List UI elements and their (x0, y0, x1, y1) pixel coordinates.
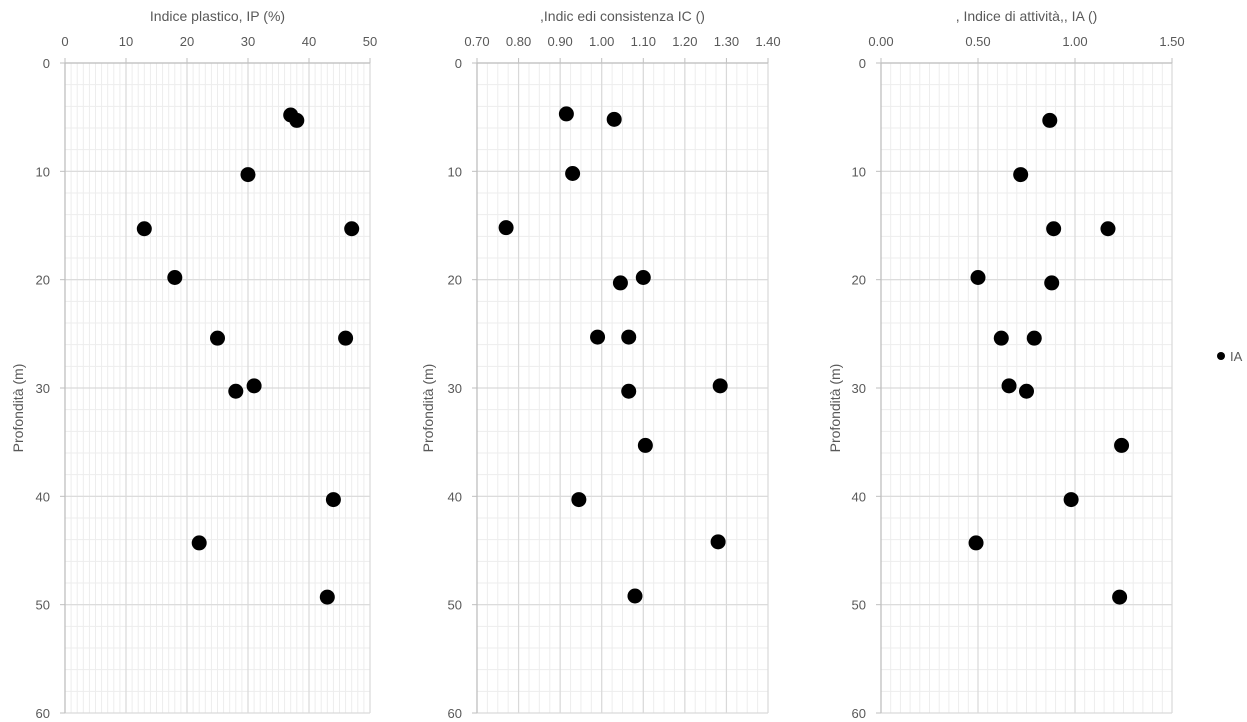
y-tick-label: 30 (852, 381, 866, 396)
y-tick-label: 30 (448, 381, 462, 396)
data-point (1042, 112, 1058, 128)
y-tick-label: 50 (36, 598, 50, 613)
data-point (136, 221, 152, 237)
x-tick-label: 0.50 (965, 34, 990, 49)
data-point (246, 378, 262, 394)
y-axis-label: Profondità (m) (420, 364, 436, 453)
data-point (319, 589, 335, 605)
y-tick-label: 60 (448, 706, 462, 721)
data-point (1114, 437, 1130, 453)
x-tick-label: 1.10 (631, 34, 656, 49)
data-point (635, 270, 651, 285)
y-tick-label: 10 (448, 164, 462, 179)
data-point (1100, 221, 1116, 237)
data-point (606, 111, 622, 127)
y-tick-label: 40 (448, 489, 462, 504)
data-point (712, 378, 728, 394)
data-point (1063, 492, 1079, 508)
y-tick-label: 40 (852, 489, 866, 504)
x-tick-label: 0 (61, 34, 68, 49)
chart-title: , Indice di attività,, IA () (956, 8, 1098, 24)
x-tick-label: 0.80 (506, 34, 531, 49)
y-tick-label: 10 (36, 164, 50, 179)
y-tick-label: 50 (852, 598, 866, 613)
y-axis-label: Profondità (m) (827, 364, 843, 453)
x-tick-label: 1.20 (672, 34, 697, 49)
legend-marker (1217, 352, 1225, 360)
data-point (289, 112, 305, 128)
data-point (710, 534, 726, 550)
x-tick-label: 40 (302, 34, 316, 49)
x-tick-label: 30 (241, 34, 255, 49)
x-tick-label: 10 (119, 34, 133, 49)
data-point (1046, 221, 1062, 237)
chart-panel-1: 0 10 20 30 40 50 0 10 20 30 40 50 60 Indice plastico,… (10, 8, 377, 721)
y-tick-label: 10 (852, 164, 866, 179)
data-point (993, 330, 1009, 346)
data-point (338, 330, 354, 346)
data-point (627, 588, 643, 604)
data-point (968, 535, 984, 551)
x-tick-label: 0.70 (464, 34, 489, 49)
data-point (970, 270, 986, 285)
y-tick-label: 0 (455, 56, 462, 71)
y-tick-label: 0 (859, 56, 866, 71)
chart-title: ,Indic edi consistenza IC () (540, 8, 705, 24)
y-axis-label: Profondità (m) (10, 364, 26, 453)
chart-panel-3: 0.00 0.50 1.00 1.50 0 10 20 30 40 50 60 , Indice di… (827, 8, 1243, 721)
y-tick-label: 50 (448, 598, 462, 613)
data-point (1001, 378, 1017, 394)
y-tick-label: 20 (36, 273, 50, 288)
y-tick-label: 60 (852, 706, 866, 721)
y-tick-label: 20 (852, 273, 866, 288)
data-point (1044, 275, 1060, 291)
y-tick-label: 40 (36, 489, 50, 504)
y-tick-label: 60 (36, 706, 50, 721)
x-tick-label: 1.30 (714, 34, 739, 49)
data-point (1026, 330, 1042, 346)
x-tick-label: 1.40 (755, 34, 780, 49)
data-point (590, 329, 606, 345)
data-point (191, 535, 207, 551)
chart-title: Indice plastico, IP (%) (150, 8, 285, 24)
data-point (228, 383, 244, 399)
x-tick-label: 50 (363, 34, 377, 49)
x-tick-label: 0.90 (547, 34, 572, 49)
data-point (637, 437, 653, 453)
legend-entry: IA (1230, 349, 1243, 364)
data-point (565, 166, 581, 181)
x-tick-label: 1.50 (1159, 34, 1184, 49)
y-tick-label: 0 (43, 56, 50, 71)
data-point (240, 167, 256, 183)
data-point (498, 220, 514, 236)
y-tick-label: 30 (36, 381, 50, 396)
x-tick-label: 0.00 (868, 34, 893, 49)
data-point (558, 106, 574, 122)
data-point (344, 221, 360, 237)
data-point (621, 383, 637, 399)
x-tick-label: 1.00 (1062, 34, 1087, 49)
data-point (1019, 383, 1034, 399)
data-point (621, 329, 637, 345)
x-tick-label: 20 (180, 34, 194, 49)
data-point (210, 330, 225, 346)
data-point (1013, 167, 1029, 183)
data-point (1112, 589, 1128, 605)
chart-panel-2: 0.70 0.80 0.90 1.00 1.10 1.20 1.30 1.40 0 10 20 30 4… (420, 8, 781, 721)
data-point (167, 270, 183, 285)
x-tick-label: 1.00 (589, 34, 614, 49)
data-point (612, 275, 628, 291)
data-point (325, 492, 341, 508)
y-tick-label: 20 (448, 273, 462, 288)
data-point (571, 492, 587, 508)
